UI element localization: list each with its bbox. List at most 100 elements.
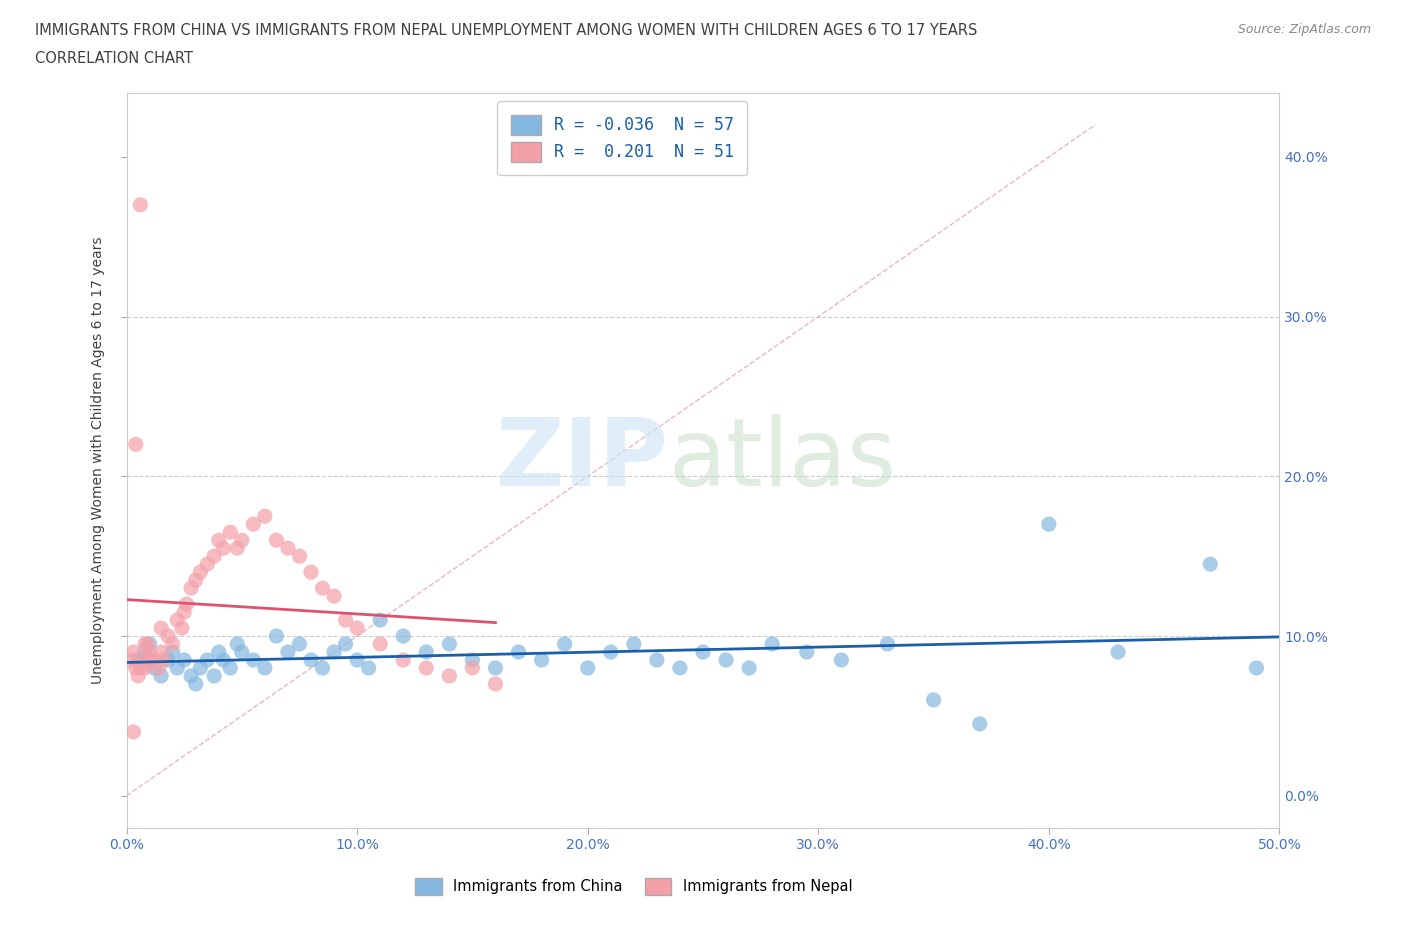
Point	[461, 660, 484, 675]
Point	[323, 589, 346, 604]
Point	[188, 565, 211, 579]
Point	[150, 620, 173, 635]
Point	[311, 660, 333, 675]
Point	[796, 644, 818, 659]
Point	[554, 637, 576, 652]
Point	[134, 644, 156, 659]
Point	[231, 533, 253, 548]
Point	[166, 613, 188, 628]
Point	[692, 644, 714, 659]
Point	[876, 637, 898, 652]
Point	[922, 693, 945, 708]
Point	[134, 660, 156, 675]
Point	[335, 637, 357, 652]
Point	[288, 637, 311, 652]
Point	[157, 629, 180, 644]
Text: ZIP: ZIP	[495, 415, 668, 506]
Point	[188, 660, 211, 675]
Point	[125, 660, 148, 675]
Point	[1199, 557, 1222, 572]
Point	[231, 644, 253, 659]
Point	[1246, 660, 1268, 675]
Point	[120, 653, 142, 668]
Point	[170, 620, 193, 635]
Text: CORRELATION CHART: CORRELATION CHART	[35, 51, 193, 66]
Point	[484, 660, 506, 675]
Point	[136, 637, 159, 652]
Point	[131, 653, 153, 668]
Point	[134, 637, 156, 652]
Point	[125, 437, 148, 452]
Text: atlas: atlas	[668, 415, 897, 506]
Point	[184, 676, 207, 691]
Point	[1107, 644, 1129, 659]
Point	[166, 660, 188, 675]
Point	[143, 653, 166, 668]
Point	[253, 660, 276, 675]
Point	[176, 597, 198, 612]
Point	[138, 637, 160, 652]
Point	[357, 660, 380, 675]
Point	[208, 644, 231, 659]
Point	[180, 580, 202, 595]
Point	[323, 644, 346, 659]
Point	[129, 197, 152, 212]
Point	[623, 637, 645, 652]
Point	[299, 565, 322, 579]
Point	[576, 660, 599, 675]
Point	[714, 653, 737, 668]
Point	[143, 660, 166, 675]
Point	[969, 716, 991, 731]
Point	[195, 653, 218, 668]
Point	[738, 660, 761, 675]
Point	[127, 653, 149, 668]
Point	[173, 653, 195, 668]
Point	[508, 644, 530, 659]
Point	[173, 604, 195, 619]
Point	[180, 669, 202, 684]
Point	[346, 653, 368, 668]
Point	[299, 653, 322, 668]
Point	[242, 517, 264, 532]
Point	[122, 724, 145, 739]
Point	[415, 660, 437, 675]
Point	[212, 540, 235, 555]
Legend: Immigrants from China, Immigrants from Nepal: Immigrants from China, Immigrants from N…	[409, 871, 858, 901]
Point	[152, 653, 174, 668]
Text: Source: ZipAtlas.com: Source: ZipAtlas.com	[1237, 23, 1371, 36]
Point	[439, 669, 461, 684]
Point	[346, 620, 368, 635]
Point	[669, 660, 692, 675]
Point	[1038, 517, 1060, 532]
Point	[226, 637, 249, 652]
Point	[830, 653, 852, 668]
Point	[242, 653, 264, 668]
Point	[277, 540, 299, 555]
Point	[208, 533, 231, 548]
Point	[219, 525, 242, 539]
Point	[157, 653, 180, 668]
Point	[266, 629, 288, 644]
Point	[392, 653, 415, 668]
Point	[484, 676, 506, 691]
Point	[138, 653, 160, 668]
Point	[645, 653, 668, 668]
Point	[288, 549, 311, 564]
Point	[266, 533, 288, 548]
Point	[761, 637, 783, 652]
Point	[184, 573, 207, 588]
Point	[195, 557, 218, 572]
Text: IMMIGRANTS FROM CHINA VS IMMIGRANTS FROM NEPAL UNEMPLOYMENT AMONG WOMEN WITH CHI: IMMIGRANTS FROM CHINA VS IMMIGRANTS FROM…	[35, 23, 977, 38]
Point	[415, 644, 437, 659]
Point	[150, 644, 173, 659]
Point	[253, 509, 276, 524]
Point	[148, 660, 170, 675]
Point	[138, 644, 160, 659]
Point	[129, 660, 152, 675]
Point	[202, 549, 225, 564]
Y-axis label: Unemployment Among Women with Children Ages 6 to 17 years: Unemployment Among Women with Children A…	[91, 236, 105, 684]
Point	[277, 644, 299, 659]
Point	[368, 637, 391, 652]
Point	[599, 644, 621, 659]
Point	[162, 644, 184, 659]
